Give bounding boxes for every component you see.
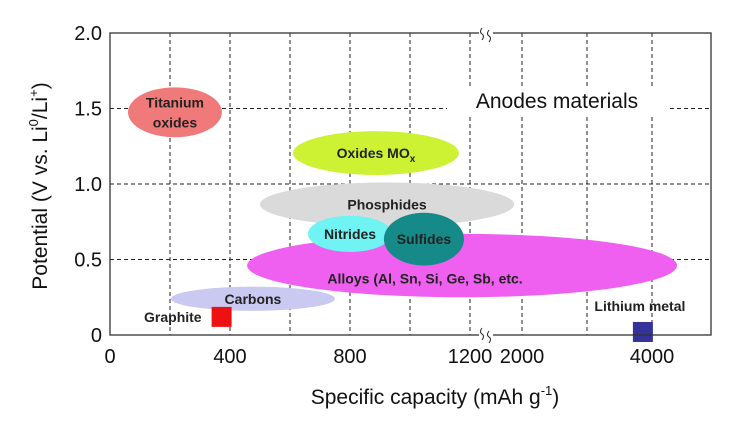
y-axis-label: Potential (V vs. Li0/Li+) — [26, 82, 52, 289]
y-tick-label: 0 — [91, 325, 102, 347]
region-label: Oxides MOx — [337, 145, 416, 165]
region-label: oxides — [153, 114, 198, 130]
region-label: Nitrides — [324, 226, 376, 242]
region-label: Titanium — [146, 94, 204, 110]
point-label: Graphite — [144, 309, 202, 325]
region-titanium-oxides — [128, 87, 222, 138]
y-tick-label: 0.5 — [74, 250, 102, 272]
x-axis-label: Specific capacity (mAh g-1) — [311, 383, 560, 409]
plot-frame — [109, 32, 712, 336]
region-label: Carbons — [225, 291, 282, 307]
region-label: Sulfides — [397, 231, 452, 247]
x-tick-label: 4000 — [630, 346, 675, 368]
annotation: Anodes materials — [447, 86, 669, 114]
regions: Titanium oxides Oxides MOx Phosphides Alloys… — [128, 87, 685, 342]
region-sulfides — [383, 212, 465, 266]
y-tick-label: 2.0 — [74, 23, 102, 45]
point-label: Lithium metal — [594, 298, 685, 314]
region-oxides-mox — [293, 131, 459, 175]
axis-break-marks — [479, 27, 493, 344]
x-tick-label: 400 — [213, 346, 246, 368]
marker-lithium-metal — [632, 321, 653, 342]
region-label: Phosphides — [347, 196, 427, 212]
tick-labels: 0 400 800 1200 2000 4000 0 0.5 1.0 1.5 2.0 — [74, 23, 674, 368]
annotation-text: Anodes materials — [476, 90, 638, 113]
y-tick-label: 1.5 — [74, 99, 102, 121]
x-tick-label: 2000 — [500, 346, 545, 368]
region-label-subscript: x — [410, 154, 416, 165]
region-nitrides — [308, 215, 392, 252]
x-tick-label: 800 — [333, 346, 366, 368]
region-label: Alloys (Al, Sn, Si, Ge, Sb, etc. — [327, 271, 522, 287]
y-tick-label: 1.0 — [74, 174, 102, 196]
region-phosphides — [260, 182, 515, 227]
region-carbons — [170, 286, 335, 311]
x-tick-label: 1200 — [448, 346, 493, 368]
marker-graphite — [211, 306, 232, 327]
x-tick-label: 0 — [104, 346, 115, 368]
